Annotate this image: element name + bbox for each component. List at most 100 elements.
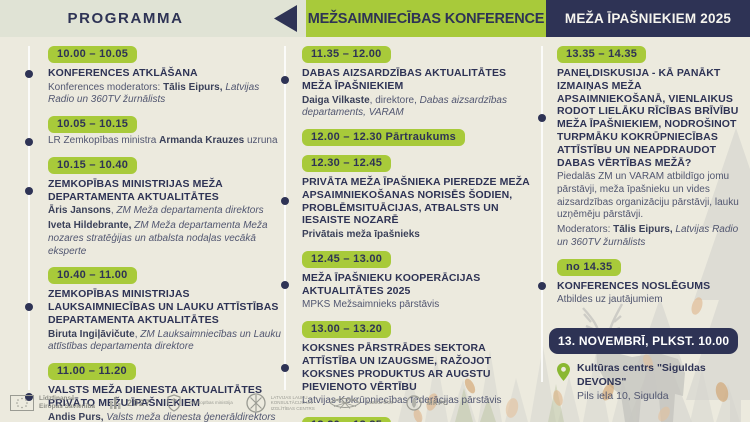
time-badge: 10.05 – 10.15 bbox=[48, 116, 138, 134]
agenda-item: 10.05 – 10.15 LR Zemkopības ministra Arma… bbox=[25, 114, 282, 148]
agenda-item: 13.35 – 14.35 PANEĻDISKUSIJA - KĀ PANĀKT … bbox=[538, 44, 749, 250]
session-title: VALSTS MEŽA DIENESTA AKTUALITĀTES PRIVĀT… bbox=[48, 383, 263, 409]
session-title: PRIVĀTA MEŽA ĪPAŠNIEKA PIEREDZE MEŽA APS… bbox=[302, 175, 530, 227]
agenda-item: 13.20 – 13.35CO2 PIESAISTES UN SEG EMISI… bbox=[302, 415, 536, 422]
session-detail: Āris Jansons, ZM Meža departamenta direk… bbox=[48, 205, 264, 217]
timeline-line bbox=[541, 46, 543, 382]
timeline-dot-icon bbox=[281, 363, 289, 372]
network-icon bbox=[329, 397, 361, 409]
conference-subtitle: MEŽA ĪPAŠNIEKIEM 2025 bbox=[564, 11, 732, 26]
session-detail: Konferences moderators: Tālis Eipurs, La… bbox=[48, 81, 260, 106]
cap-2027-logo: 2027 bbox=[108, 397, 151, 409]
llkc-logo: LATVIJAS LAUKU KONSULTĀCIJU UN IZGLĪTĪBA… bbox=[246, 393, 315, 413]
agenda-item: 10.15 – 10.40 ZEMKOPĪBAS MINISTRIJAS MEŽA… bbox=[25, 155, 282, 258]
bars-icon bbox=[110, 397, 121, 409]
session-detail: Biruta Ingiļāvičute, ZM Lauksaimniecības… bbox=[48, 328, 281, 353]
timeline-dot-icon bbox=[25, 186, 33, 195]
session-detail: Moderators: Tālis Eipurs, Latvijas Radio… bbox=[557, 224, 739, 248]
timeline-dot-icon bbox=[538, 282, 546, 290]
ministry-logo: Zemkopības ministrija bbox=[164, 394, 233, 412]
agenda-column-2: 11.35 – 12.00 DABAS AIZSARDZĪBAS AKTUALIT… bbox=[281, 44, 536, 422]
session-title: DABAS AIZSARDZĪBAS AKTUALITĀTES MEŽA ĪPA… bbox=[302, 67, 507, 92]
timeline-line bbox=[284, 46, 286, 390]
lauku-tikls-logo: Lauku tīkls bbox=[328, 396, 393, 410]
page-title: PROGRAMMA bbox=[67, 10, 184, 27]
time-badge: 10.00 – 10.05 bbox=[48, 46, 138, 63]
time-badge: 13.20 – 13.35 bbox=[302, 417, 392, 422]
header-arrow-icon bbox=[274, 5, 297, 32]
timeline-dot-icon bbox=[281, 197, 289, 206]
agenda-item: 12.30 – 12.45 PRIVĀTA MEŽA ĪPAŠNIEKA PIER… bbox=[281, 153, 536, 242]
agenda-item: 12.45 – 13.00 MEŽA ĪPAŠNIEKU KOOPERĀCIJAS… bbox=[281, 249, 536, 312]
time-badge: 12.30 – 12.45 bbox=[302, 154, 392, 172]
agenda-item: 10.00 – 10.05 KONFERENCES ATKLĀŠANA Konfer… bbox=[25, 44, 282, 107]
network-label: Lauku tīkls bbox=[366, 399, 394, 406]
session-detail: Privātais meža īpašnieks bbox=[302, 229, 420, 241]
event-date-badge: 13. NOVEMBRĪ, PLKST. 10.00 bbox=[549, 327, 739, 354]
session-title: KONFERENCES ATKLĀŠANA bbox=[48, 67, 198, 79]
footer-logos: Līdzfinansē Eiropas Savienība 2027 Zemko… bbox=[10, 387, 448, 419]
venue-address: Pils iela 10, Sigulda bbox=[577, 390, 669, 403]
timeline-line bbox=[28, 46, 30, 390]
agenda-item: 10.40 – 11.00 ZEMKOPĪBAS MINISTRIJAS LAUK… bbox=[25, 265, 282, 354]
mkpc-label: MKPC bbox=[427, 399, 449, 407]
cap-label: 2027 bbox=[127, 398, 152, 408]
timeline-dot-icon bbox=[281, 76, 289, 84]
mkpc-emblem-icon bbox=[406, 395, 422, 411]
mkpc-logo: MKPC bbox=[406, 395, 448, 411]
llkc-label-line3: IZGLĪTĪBAS CENTRS bbox=[270, 405, 315, 411]
session-detail: LR Zemkopības ministra Armanda Krauzes u… bbox=[48, 135, 278, 147]
time-badge: 10.15 – 10.40 bbox=[48, 156, 138, 174]
header-conference-section: MEŽSAIMNIECĪBAS KONFERENCE bbox=[306, 0, 546, 37]
eu-cofunding-logo: Līdzfinansē Eiropas Savienība bbox=[10, 395, 95, 412]
llkc-emblem-icon bbox=[246, 393, 266, 413]
timeline-dot-icon bbox=[25, 303, 33, 312]
session-detail: MPKS Mežsaimnieks pārstāvis bbox=[302, 299, 440, 311]
time-badge: no 14.35 bbox=[557, 258, 622, 276]
llkc-label-line2: KONSULTĀCIJU UN bbox=[270, 400, 313, 406]
time-badge: 12.45 – 13.00 bbox=[302, 250, 392, 268]
agenda-column-3: 13.35 – 14.35 PANEĻDISKUSIJA - KĀ PANĀKT … bbox=[538, 44, 749, 404]
time-badge: 11.35 – 12.00 bbox=[302, 46, 391, 63]
timeline-dot-icon bbox=[25, 392, 33, 401]
session-title: KONFERENCES NOSLĒGUMS bbox=[557, 279, 711, 292]
time-badge: 11.00 – 11.20 bbox=[48, 362, 136, 380]
session-title: MEŽA ĪPAŠNIEKU KOOPERĀCIJAS AKTUALITĀTES… bbox=[302, 271, 481, 297]
session-detail: Piedalās ZM un VARAM atbildīgo jomu pārs… bbox=[557, 171, 739, 221]
time-badge: 10.40 – 11.00 bbox=[48, 267, 137, 285]
session-title: PANEĻDISKUSIJA - KĀ PANĀKT IZMAIŅAS MEŽA… bbox=[557, 67, 739, 169]
eu-label-line2: Eiropas Savienība bbox=[39, 403, 95, 410]
ministry-label: Zemkopības ministrija bbox=[189, 400, 233, 406]
agenda-item: 11.00 – 11.20 VALSTS MEŽA DIENESTA AKTUAL… bbox=[25, 361, 282, 422]
venue-name: Kultūras centrs "Siguldas DEVONS" bbox=[577, 361, 706, 388]
agenda-item: 12.00 – 12.30 Pārtraukums bbox=[302, 127, 536, 146]
session-detail: Andis Purs, Valsts meža dienesta ģenerāl… bbox=[48, 411, 276, 422]
conference-title: MEŽSAIMNIECĪBAS KONFERENCE bbox=[307, 10, 545, 27]
agenda-column-1: 10.00 – 10.05 KONFERENCES ATKLĀŠANA Konfer… bbox=[25, 44, 282, 422]
session-title: ZEMKOPĪBAS MINISTRIJAS MEŽA DEPARTAMENTA… bbox=[48, 177, 223, 203]
venue-row: Kultūras centrs "Siguldas DEVONS" Pils i… bbox=[557, 362, 749, 404]
timeline-dot-icon bbox=[281, 280, 289, 289]
session-detail: Atbildes uz jautājumiem bbox=[557, 294, 663, 306]
time-badge: 13.00 – 13.20 bbox=[302, 321, 392, 339]
timeline-dot-icon bbox=[25, 69, 33, 78]
agenda-item: no 14.35 KONFERENCES NOSLĒGUMS Atbildes uz… bbox=[538, 257, 749, 307]
agenda-item: 11.35 – 12.00 DABAS AIZSARDZĪBAS AKTUALIT… bbox=[281, 44, 536, 120]
header-programma-section: PROGRAMMA bbox=[0, 0, 306, 37]
session-title: ZEMKOPĪBAS MINISTRIJAS LAUKSAIMNIECĪBAS … bbox=[48, 288, 279, 326]
session-detail: Iveta Hildebrante, ZM Meža departamenta … bbox=[48, 220, 268, 257]
location-pin-icon bbox=[557, 362, 570, 381]
eu-flag-icon bbox=[10, 395, 34, 411]
time-badge: 13.35 – 14.35 bbox=[557, 46, 647, 63]
eu-label-line1: Līdzfinansē bbox=[39, 394, 75, 402]
time-badge: 12.00 – 12.30 Pārtraukums bbox=[302, 128, 466, 146]
header-bar: PROGRAMMA MEŽSAIMNIECĪBAS KONFERENCE MEŽ… bbox=[0, 0, 750, 37]
session-detail: Daiga Vilkaste, direktore, Dabas aizsard… bbox=[302, 94, 507, 119]
coat-of-arms-icon bbox=[167, 394, 181, 412]
session-title: KOKSNES PĀRSTRĀDES SEKTORA ATTĪSTĪBA UN … bbox=[302, 342, 492, 393]
llkc-label-line1: LATVIJAS LAUKU bbox=[270, 394, 308, 400]
header-year-section: MEŽA ĪPAŠNIEKIEM 2025 bbox=[546, 0, 750, 37]
timeline-dot-icon bbox=[25, 137, 33, 146]
timeline-dot-icon bbox=[538, 114, 546, 122]
